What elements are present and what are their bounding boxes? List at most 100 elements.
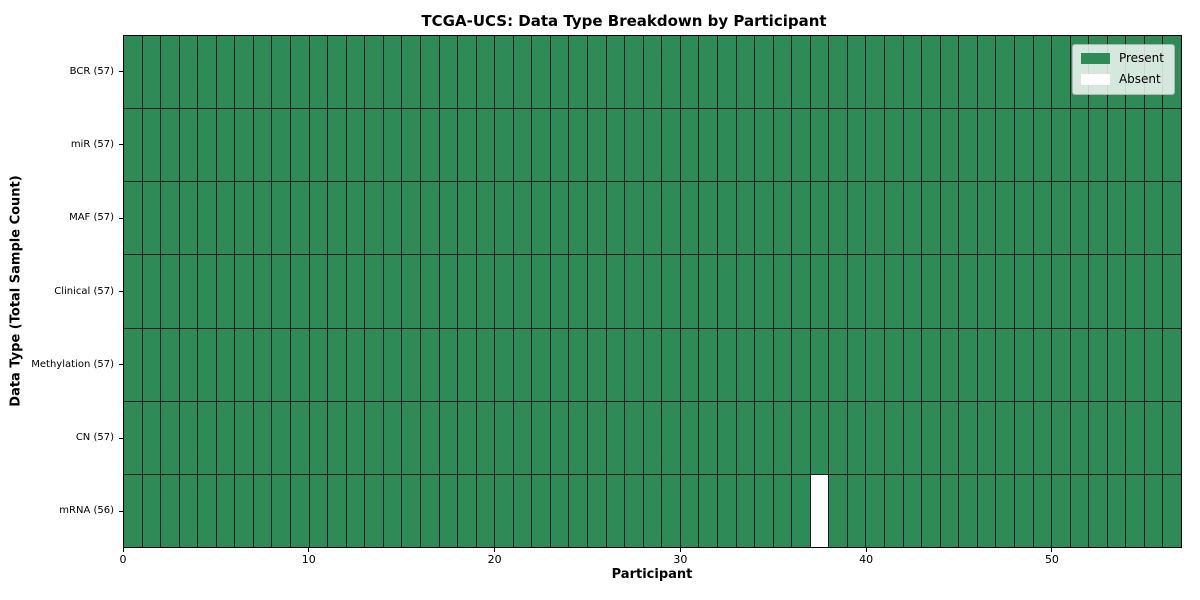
heatmap-cell [476, 36, 495, 109]
x-tick-label: 50 [1044, 553, 1059, 566]
heatmap-cell [179, 109, 198, 182]
heatmap-cell [383, 255, 402, 328]
heatmap-cell [161, 36, 179, 109]
heatmap-cell [588, 36, 606, 109]
heatmap-cell [866, 401, 885, 474]
heatmap-cell [476, 182, 495, 255]
heatmap-cell [1014, 401, 1033, 474]
heatmap-cell [420, 401, 439, 474]
heatmap-cell [625, 474, 643, 547]
y-tick-mark [119, 437, 123, 439]
heatmap-cell [755, 401, 773, 474]
heatmap-cell [458, 109, 476, 182]
heatmap-cell [625, 182, 643, 255]
heatmap-cell [699, 36, 717, 109]
heatmap-cell [903, 182, 922, 255]
heatmap-cell [903, 474, 922, 547]
heatmap-cell [124, 401, 142, 474]
heatmap-cell [179, 182, 198, 255]
heatmap-cell [717, 474, 736, 547]
heatmap-cell [439, 182, 458, 255]
heatmap-cell [142, 36, 161, 109]
heatmap-cell [885, 401, 903, 474]
heatmap-cell [476, 109, 495, 182]
heatmap-cell [309, 255, 328, 328]
heatmap-cell [550, 328, 569, 401]
heatmap-cell [291, 182, 309, 255]
heatmap-cell [161, 182, 179, 255]
heatmap-cell [922, 36, 940, 109]
heatmap-cell [1070, 109, 1089, 182]
heatmap-cell [588, 328, 606, 401]
heatmap-cell [253, 401, 272, 474]
heatmap-cell [792, 109, 810, 182]
heatmap-cell [569, 474, 588, 547]
heatmap-cell [161, 328, 179, 401]
heatmap-cell [383, 182, 402, 255]
heatmap-cell [903, 328, 922, 401]
heatmap-cell [402, 182, 420, 255]
heatmap-cell [885, 36, 903, 109]
heatmap-cell [1033, 401, 1052, 474]
heatmap-cell [235, 182, 253, 255]
heatmap-cell [606, 474, 625, 547]
heatmap-cell [272, 328, 291, 401]
heatmap-cell [1163, 109, 1181, 182]
heatmap-cell [940, 36, 959, 109]
heatmap-cell [755, 36, 773, 109]
heatmap-cell [346, 328, 365, 401]
heatmap-cell [977, 474, 996, 547]
heatmap-cell [940, 109, 959, 182]
heatmap-cell [253, 36, 272, 109]
heatmap-cell [365, 36, 383, 109]
legend: Present Absent [1071, 44, 1175, 95]
heatmap-cell [439, 109, 458, 182]
heatmap-cell [495, 182, 513, 255]
heatmap-cell [588, 401, 606, 474]
heatmap-cell [495, 401, 513, 474]
heatmap-cell [977, 109, 996, 182]
heatmap-cell [253, 328, 272, 401]
heatmap-cell [1163, 255, 1181, 328]
heatmap-cell [569, 109, 588, 182]
heatmap-cell [1126, 109, 1144, 182]
heatmap-cell [124, 328, 142, 401]
heatmap-cell [847, 255, 866, 328]
heatmap-cell [680, 474, 699, 547]
heatmap-cell [810, 36, 829, 109]
heatmap-cell [1163, 328, 1181, 401]
heatmap-cell [792, 255, 810, 328]
y-tick-mark [119, 217, 123, 219]
legend-swatch-absent [1080, 74, 1110, 85]
y-tick-label: MAF (57) [69, 212, 114, 224]
heatmap-cell [847, 401, 866, 474]
heatmap-cell [124, 474, 142, 547]
heatmap-cell [253, 182, 272, 255]
heatmap-cell [922, 109, 940, 182]
heatmap-cell [699, 255, 717, 328]
heatmap-cell [569, 255, 588, 328]
heatmap-cell [179, 474, 198, 547]
heatmap-cell [550, 474, 569, 547]
heatmap-cell [179, 401, 198, 474]
heatmap-cell [829, 255, 847, 328]
heatmap-cell [458, 36, 476, 109]
heatmap-cell [532, 109, 550, 182]
heatmap-cell [959, 36, 977, 109]
heatmap-cell [179, 255, 198, 328]
heatmap-cell [717, 328, 736, 401]
heatmap-cell [253, 474, 272, 547]
heatmap-cell [810, 401, 829, 474]
heatmap-cell [643, 401, 662, 474]
heatmap-cell [1033, 36, 1052, 109]
heatmap-cell [309, 328, 328, 401]
y-tick-mark [119, 71, 123, 73]
heatmap-cell [142, 255, 161, 328]
heatmap-cell [198, 36, 216, 109]
heatmap-cell [365, 255, 383, 328]
heatmap-cell [198, 255, 216, 328]
heatmap-cell [458, 474, 476, 547]
heatmap-cell [272, 474, 291, 547]
heatmap-cell [495, 328, 513, 401]
x-tick-label: 30 [673, 553, 688, 566]
